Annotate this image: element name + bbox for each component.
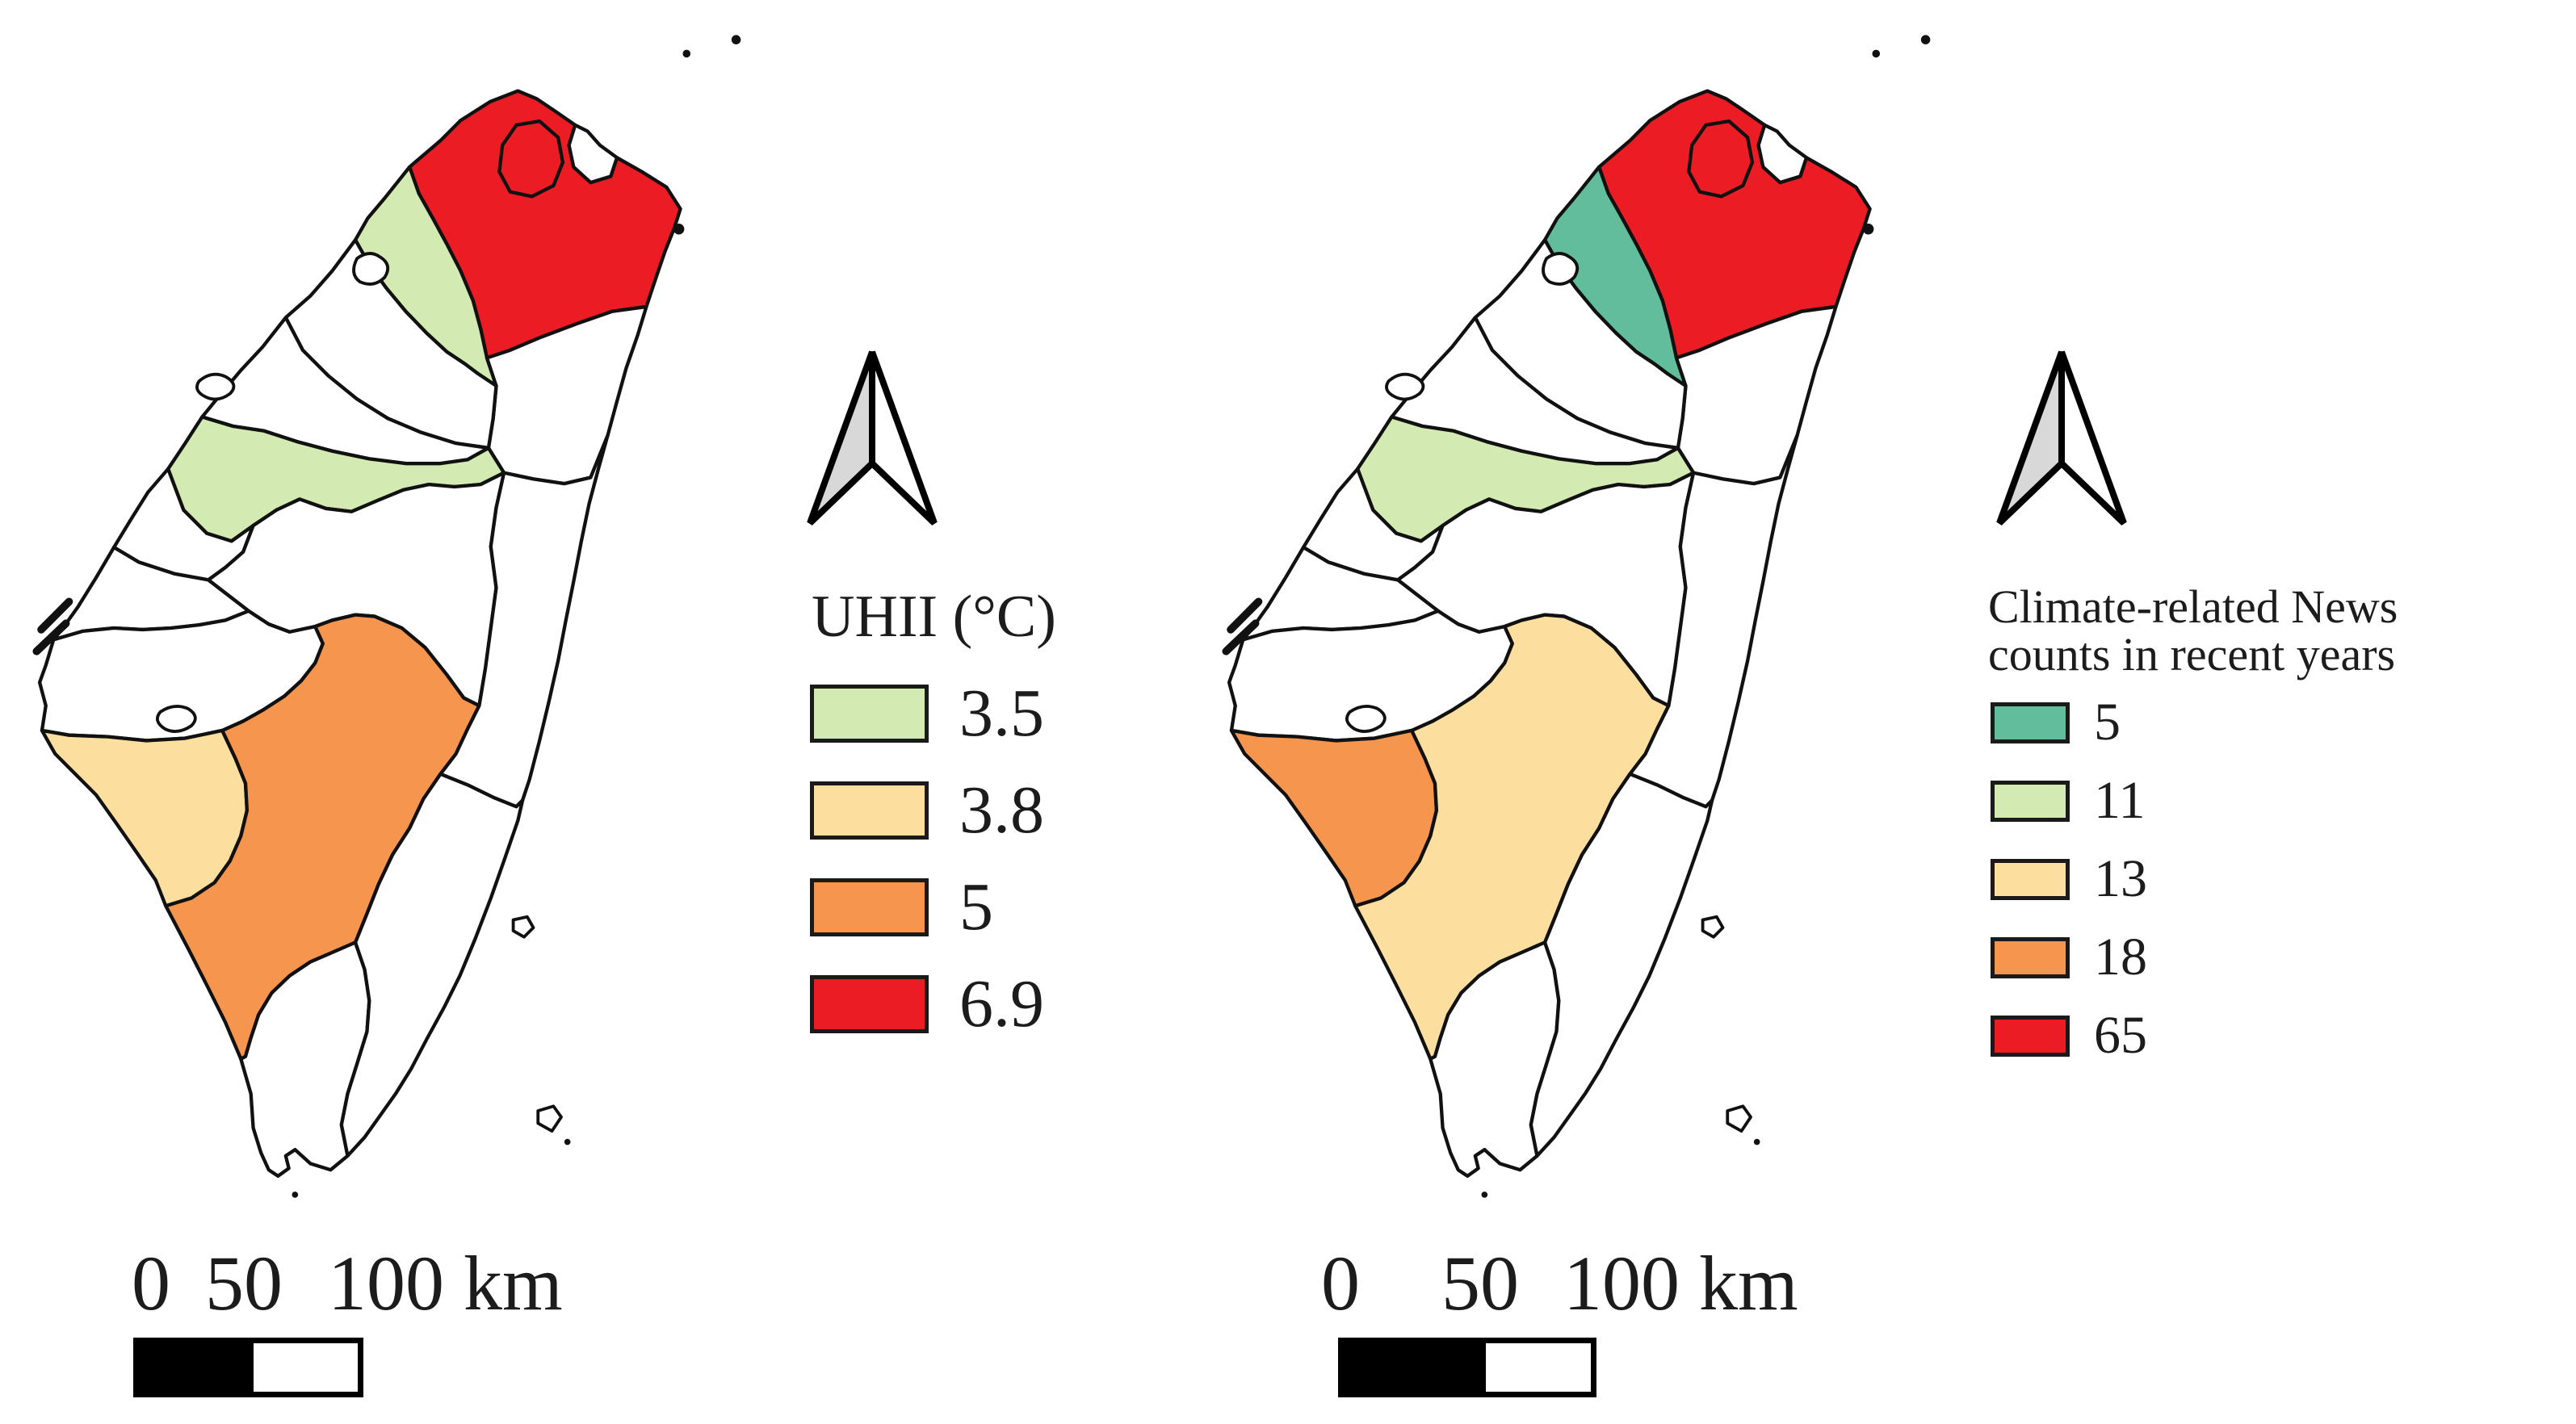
legend-news: 5 11 13 18 65 bbox=[1991, 696, 2147, 1087]
taiwan-map-news bbox=[1212, 23, 1955, 1233]
taiwan-map-uhii bbox=[23, 23, 766, 1233]
legend-item: 5 bbox=[1991, 696, 2147, 749]
scale-bar-black-segment bbox=[139, 1343, 254, 1392]
legend-label: 5 bbox=[2094, 693, 2121, 752]
legend-swatch bbox=[810, 975, 929, 1033]
scale-label-50: 50 bbox=[205, 1240, 283, 1326]
north-arrow-icon bbox=[803, 346, 941, 530]
legend-label: 6.9 bbox=[959, 966, 1044, 1041]
legend-item: 65 bbox=[1991, 1009, 2147, 1062]
legend-item: 3.8 bbox=[810, 777, 1044, 844]
legend-item: 11 bbox=[1991, 774, 2147, 827]
scale-bar-black-segment bbox=[1344, 1343, 1486, 1392]
legend-label: 3.8 bbox=[959, 773, 1044, 848]
scale-label-0: 0 bbox=[132, 1240, 170, 1326]
legend-title-news-line1: Climate-related News bbox=[1988, 580, 2398, 633]
legend-label: 11 bbox=[2094, 771, 2146, 830]
legend-label: 3.5 bbox=[959, 676, 1044, 751]
legend-title-uhii: UHII (°C) bbox=[812, 584, 1056, 650]
legend-item: 3.5 bbox=[810, 680, 1044, 748]
legend-label: 18 bbox=[2094, 928, 2147, 986]
legend-title-news: Climate-related News counts in recent ye… bbox=[1988, 583, 2398, 678]
legend-title-news-line2: counts in recent years bbox=[1988, 628, 2396, 681]
scale-label-50: 50 bbox=[1441, 1240, 1519, 1326]
legend-swatch bbox=[1991, 936, 2070, 978]
legend-uhii: 3.5 3.8 5 6.9 bbox=[810, 680, 1044, 1067]
legend-swatch bbox=[810, 781, 929, 840]
north-arrow-icon bbox=[1993, 346, 2130, 530]
scale-label-100km: 100 km bbox=[1563, 1240, 1798, 1326]
scale-bar-news bbox=[1338, 1338, 1596, 1397]
legend-item: 18 bbox=[1991, 931, 2147, 984]
legend-item: 6.9 bbox=[810, 970, 1044, 1038]
legend-item: 13 bbox=[1991, 852, 2147, 906]
legend-label: 65 bbox=[2094, 1006, 2147, 1065]
legend-label: 5 bbox=[959, 869, 993, 944]
legend-swatch bbox=[810, 878, 929, 936]
legend-item: 5 bbox=[810, 873, 1044, 941]
legend-swatch bbox=[1991, 1015, 2070, 1057]
scale-label-100km: 100 km bbox=[328, 1240, 563, 1326]
legend-swatch bbox=[1991, 702, 2070, 743]
scale-bar-uhii bbox=[133, 1338, 363, 1397]
legend-swatch bbox=[810, 685, 929, 743]
scale-label-0: 0 bbox=[1321, 1240, 1360, 1326]
legend-label: 13 bbox=[2094, 849, 2147, 908]
legend-swatch bbox=[1991, 780, 2070, 822]
legend-swatch bbox=[1991, 858, 2070, 900]
